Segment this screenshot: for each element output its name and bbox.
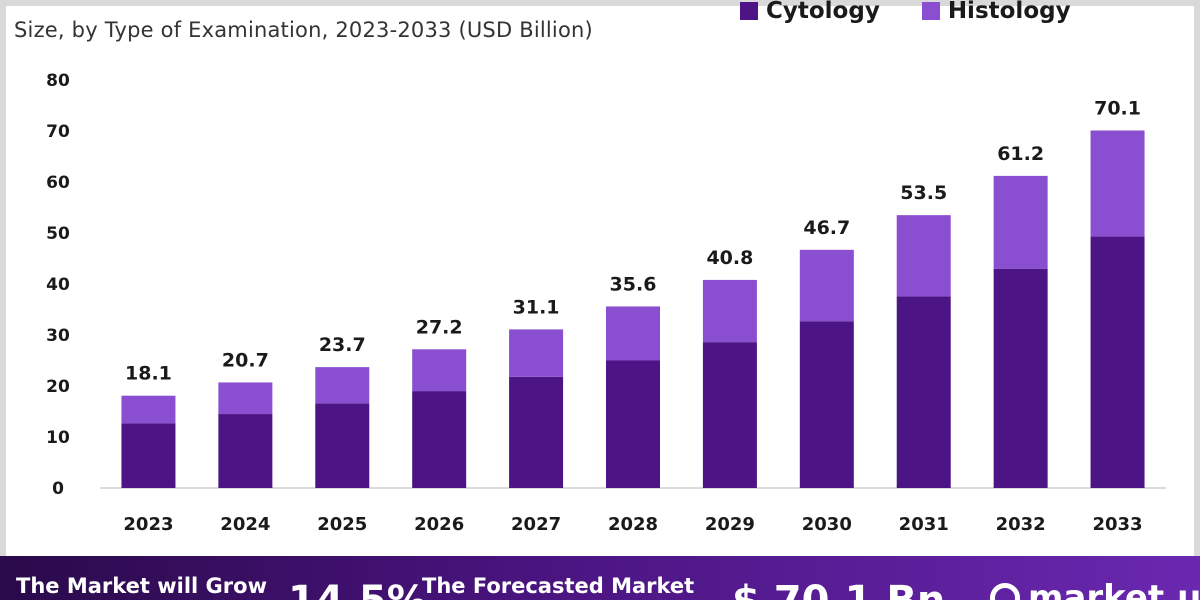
footer-banner: The Market will Grow 14.5% The Forecaste…: [0, 556, 1200, 600]
x-tick-label-2032: 2032: [996, 514, 1046, 535]
x-tick-label-2028: 2028: [608, 514, 658, 535]
data-label-2027: 31.1: [513, 296, 560, 318]
data-label-2029: 40.8: [706, 247, 753, 269]
bar-histology-2029: [702, 279, 757, 343]
x-tick-label-2026: 2026: [414, 514, 464, 535]
bar-histology-2033: [1090, 130, 1145, 237]
bar-cytology-2028: [606, 360, 660, 488]
brand-name: market.us: [1028, 578, 1200, 600]
x-tick-label-2029: 2029: [705, 514, 755, 535]
right-border: [1194, 0, 1200, 560]
y-tick-label: 40: [46, 275, 70, 295]
bar-cytology-2029: [702, 342, 757, 488]
bar-histology-2031: [896, 215, 951, 297]
bar-cytology-2025: [315, 403, 370, 488]
bar-cytology-2030: [799, 321, 854, 488]
bar-histology-2028: [606, 306, 660, 361]
legend-swatch-histology: [921, 2, 940, 20]
legend-label-cytology: Cytology: [766, 0, 880, 24]
y-tick-label: 70: [46, 122, 70, 142]
data-label-2031: 53.5: [900, 182, 947, 204]
bar-histology-2032: [993, 175, 1048, 269]
bar-cytology-2032: [993, 268, 1048, 488]
bar-cytology-2033: [1090, 236, 1145, 488]
chart-legend: Cytology Histology: [740, 0, 1071, 24]
y-tick-label: 80: [46, 71, 70, 91]
y-tick-label: 60: [46, 173, 70, 193]
legend-label-histology: Histology: [947, 0, 1071, 24]
legend-item-histology: Histology: [921, 0, 1071, 24]
data-label-2026: 27.2: [416, 316, 463, 338]
footer-cagr-value: 14.5%: [288, 578, 427, 600]
x-tick-label-2031: 2031: [899, 514, 949, 535]
bar-cytology-2026: [412, 391, 467, 488]
x-tick-label-2024: 2024: [220, 514, 270, 535]
bar-cytology-2027: [509, 376, 564, 488]
data-label-2028: 35.6: [610, 273, 657, 295]
footer-forecast-label: The Forecasted Market: [422, 574, 695, 598]
bar-histology-2030: [799, 249, 854, 322]
bar-cytology-2031: [896, 296, 951, 488]
brand-logo: market.us: [990, 578, 1200, 600]
x-tick-label-2030: 2030: [802, 514, 852, 535]
bar-cytology-2023: [121, 423, 176, 488]
data-label-2023: 18.1: [125, 363, 172, 385]
legend-item-cytology: Cytology: [740, 0, 880, 24]
bar-cytology-2024: [218, 414, 273, 488]
x-tick-label-2023: 2023: [123, 514, 173, 535]
y-tick-label: 20: [46, 377, 70, 397]
data-label-2030: 46.7: [803, 217, 850, 239]
bar-histology-2026: [412, 349, 467, 392]
brand-logo-icon: [990, 583, 1020, 600]
x-tick-label-2027: 2027: [511, 514, 561, 535]
data-label-2025: 23.7: [319, 334, 366, 356]
bar-histology-2023: [121, 395, 176, 424]
bar-histology-2024: [218, 382, 273, 415]
top-border: [0, 0, 1200, 6]
y-tick-label: 10: [46, 428, 70, 448]
left-border: [0, 0, 6, 560]
footer-forecast-value: $ 70.1 Bn: [732, 578, 945, 600]
x-tick-label-2033: 2033: [1092, 514, 1142, 535]
data-label-2024: 20.7: [222, 349, 269, 371]
bar-chart: 0102030405060708018.1202320.7202423.7202…: [46, 71, 1166, 535]
y-tick-label: 50: [46, 224, 70, 244]
y-tick-label: 30: [46, 326, 70, 346]
data-label-2032: 61.2: [997, 143, 1044, 165]
y-tick-label: 0: [52, 479, 64, 499]
x-tick-label-2025: 2025: [317, 514, 367, 535]
bar-histology-2025: [315, 367, 370, 404]
bar-histology-2027: [509, 329, 564, 377]
footer-grow-label: The Market will Grow: [16, 574, 267, 598]
chart-subtitle: Size, by Type of Examination, 2023-2033 …: [14, 18, 593, 42]
legend-swatch-cytology: [740, 2, 758, 20]
data-label-2033: 70.1: [1094, 97, 1141, 119]
